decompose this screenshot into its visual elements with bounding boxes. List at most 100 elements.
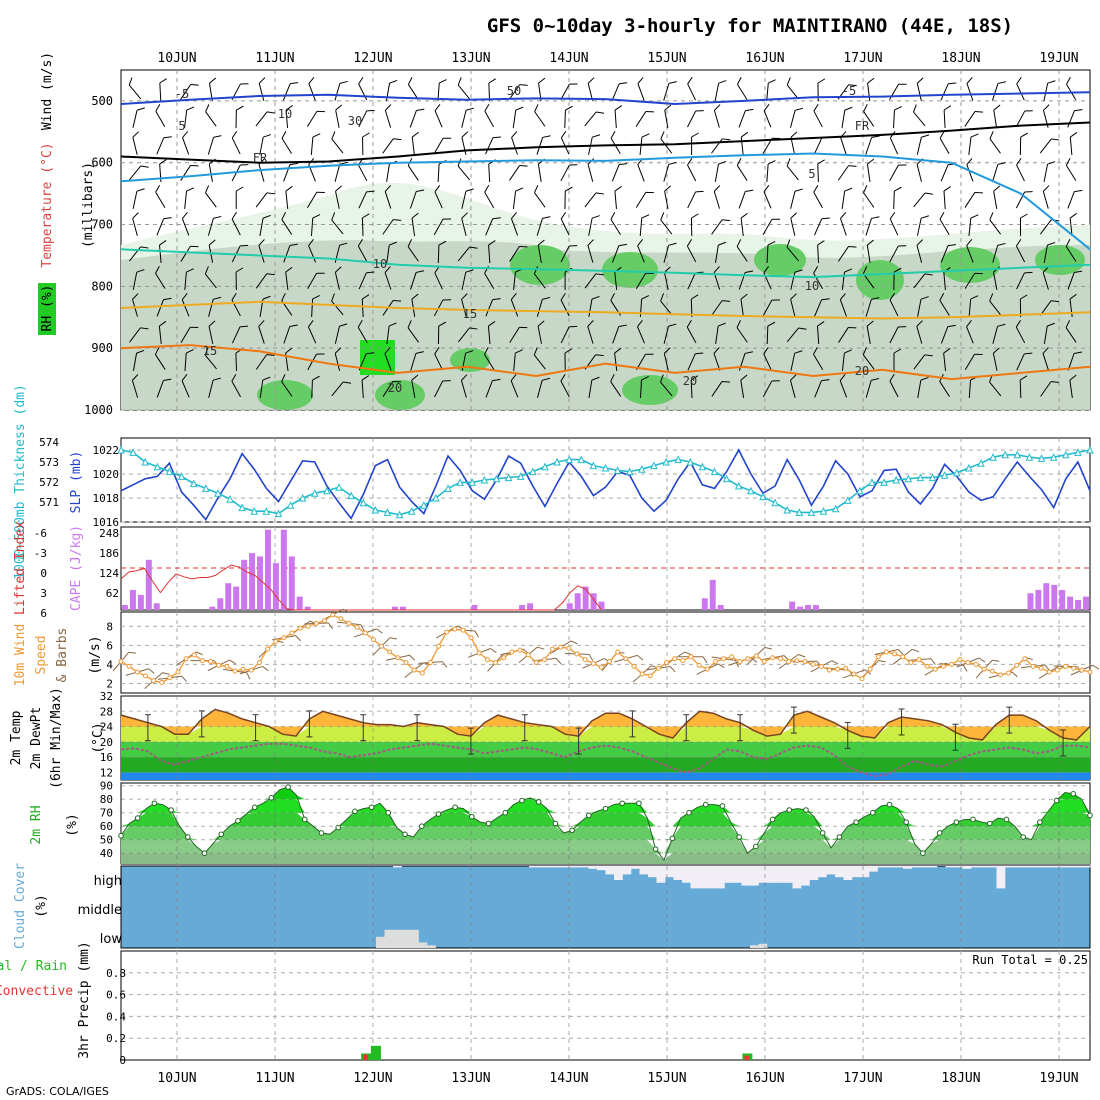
- wind-barb: [813, 217, 830, 236]
- wind-barb: [180, 326, 199, 343]
- rh-marker: [1053, 797, 1060, 804]
- wind-barb: [509, 326, 528, 343]
- pressure-tick: 1000: [84, 403, 113, 417]
- cloud-low-bar: [393, 929, 402, 948]
- wind-barb-flag: [443, 137, 452, 139]
- wind-barb: [307, 191, 325, 208]
- wind-barb: [461, 131, 469, 155]
- wind-speed-marker: [167, 675, 173, 681]
- wind-barb-shaft: [484, 110, 495, 128]
- wind-barb-shaft: [434, 272, 443, 290]
- surface-wind-barb-flag: [912, 648, 920, 653]
- wind-barb-shaft: [334, 272, 340, 290]
- cloud-low-bar: [427, 945, 436, 948]
- wind-barb: [966, 77, 974, 101]
- wind-barb-shaft: [258, 83, 265, 101]
- wind-barb-shaft: [639, 217, 643, 237]
- cloud-high-bar: [546, 866, 555, 868]
- cloud-high-bar: [716, 866, 725, 889]
- wind-barb: [1043, 241, 1056, 263]
- wind-barb-flag: [813, 103, 819, 112]
- wind-barb: [512, 187, 524, 209]
- wind-barb: [713, 266, 721, 290]
- rh-marker: [719, 803, 726, 809]
- cloud-low-bar: [401, 929, 411, 948]
- temp-tick: 12: [100, 766, 113, 779]
- wind-barb-shaft: [509, 165, 520, 181]
- wind-barb-shaft: [837, 246, 849, 262]
- wind-speed-marker: [631, 663, 637, 669]
- wind-barb-flag: [190, 245, 199, 248]
- wind-barb-shaft: [386, 164, 390, 182]
- wind-barb-shaft: [863, 192, 875, 208]
- rh-marker: [469, 813, 475, 820]
- wind-barb: [813, 184, 823, 209]
- wind-barb: [1069, 212, 1077, 237]
- wind-barb-flag: [465, 107, 474, 111]
- wind-barb-flag: [335, 185, 342, 192]
- wind-barb: [132, 269, 145, 290]
- wind-speed-marker: [582, 657, 588, 663]
- contour-label: -5: [175, 87, 189, 101]
- wind-barb-shaft: [1065, 165, 1077, 181]
- wind-barb: [411, 131, 419, 155]
- wind-barb: [434, 346, 443, 371]
- wind-barb-shaft: [865, 137, 873, 155]
- wind-barb-shaft: [129, 327, 141, 343]
- wind-barb-shaft: [511, 137, 518, 155]
- wind-barb-flag: [163, 217, 172, 220]
- wind-barb: [488, 240, 496, 264]
- wind-barb-shaft: [184, 352, 187, 372]
- wind-barb: [838, 326, 857, 343]
- cape-bar: [527, 603, 534, 610]
- thickness-marker: [444, 484, 452, 492]
- wind-barb-flag: [871, 377, 880, 381]
- cape-bar: [233, 586, 240, 610]
- wind-speed-marker: [924, 663, 930, 669]
- wind-speed-marker: [932, 666, 938, 672]
- wind-speed-marker: [843, 665, 849, 671]
- wind-barb-flag: [993, 104, 1001, 111]
- wind-barb-flag: [637, 239, 644, 246]
- cloud-high-bar: [869, 866, 878, 872]
- thickness-tick: 572: [39, 476, 59, 489]
- wind-barb-shaft: [331, 219, 344, 235]
- wind-barb-flag: [637, 77, 644, 84]
- wind-barb-flag: [442, 218, 452, 220]
- wind-barb-flag: [695, 190, 704, 193]
- wind-barb-flag: [469, 327, 478, 330]
- wind-barb-shaft: [663, 272, 669, 290]
- wind-speed-marker: [297, 625, 303, 631]
- wind-barb: [208, 377, 221, 398]
- wind-barb: [207, 215, 222, 236]
- wind-barb: [790, 131, 798, 155]
- wind-barb: [663, 81, 677, 101]
- wind-barb: [989, 212, 1002, 235]
- wind-barb-shaft: [1069, 380, 1073, 398]
- wind-barb-shaft: [357, 326, 368, 344]
- surface-wind-barb-flag: [128, 651, 136, 654]
- cloud-high-bar: [588, 866, 598, 869]
- wind-barb-shaft: [740, 380, 745, 398]
- wind-barb: [992, 347, 1000, 371]
- wind-barb-flag: [159, 78, 167, 84]
- cloud-high-bar: [690, 866, 700, 889]
- rh-marker: [753, 843, 759, 850]
- wind-barb-shaft: [510, 299, 519, 317]
- rh-marker: [368, 804, 375, 811]
- wind-barb-flag: [718, 241, 727, 246]
- wind-barb-flag: [974, 111, 984, 113]
- cape-bar: [717, 604, 724, 610]
- lifted-index-line: [120, 564, 602, 611]
- legend-temp-label: Temperature (°C): [40, 142, 55, 267]
- wind-barb: [181, 212, 190, 236]
- wind-barb-flag: [366, 352, 375, 355]
- wind-barb-shaft: [893, 190, 895, 210]
- wind-barb: [410, 270, 425, 290]
- cloud-high-bar: [843, 866, 853, 880]
- wind-barb-flag: [740, 212, 748, 219]
- thickness-axis-label: 1000~500mb Thickness (dm): [13, 384, 28, 580]
- wind-speed-marker: [338, 616, 344, 622]
- wind-barb: [866, 320, 874, 344]
- wind-barb-flag: [898, 164, 907, 166]
